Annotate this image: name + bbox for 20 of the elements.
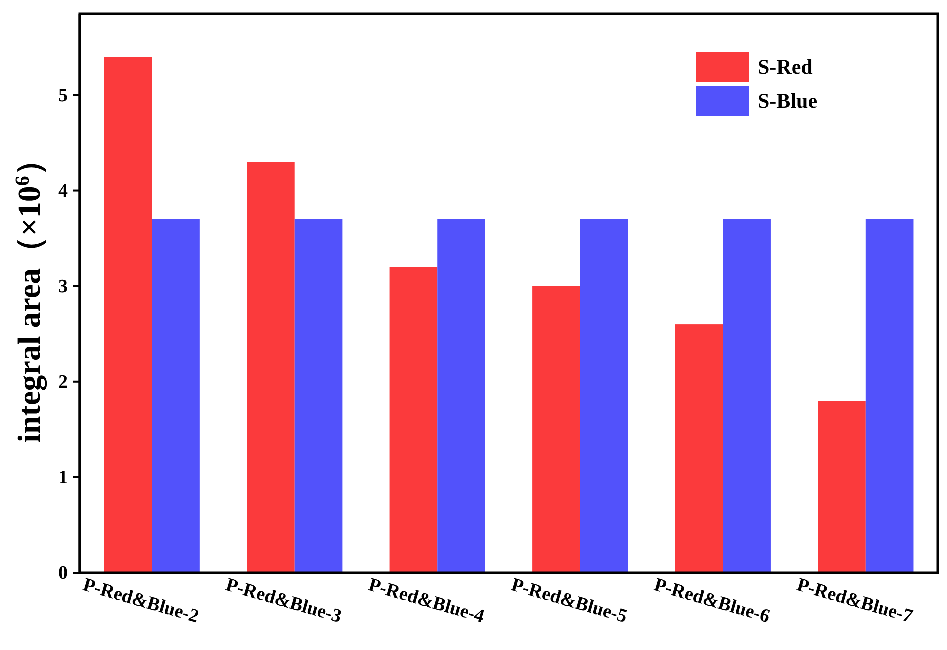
bar bbox=[152, 219, 200, 573]
bar bbox=[723, 219, 771, 573]
bar bbox=[294, 219, 343, 573]
bar bbox=[532, 286, 580, 573]
bar bbox=[438, 219, 486, 573]
bar bbox=[580, 219, 628, 573]
y-tick-label: 0 bbox=[58, 563, 68, 584]
legend-label: S-Red bbox=[758, 55, 814, 79]
bar bbox=[104, 57, 152, 573]
bar bbox=[390, 267, 438, 573]
y-tick-label: 2 bbox=[58, 372, 68, 393]
legend-label: S-Blue bbox=[758, 89, 818, 113]
bar bbox=[818, 401, 866, 573]
bar bbox=[866, 219, 914, 573]
bar bbox=[247, 162, 295, 573]
bar bbox=[675, 324, 724, 573]
y-tick-label: 5 bbox=[58, 85, 68, 106]
y-tick-label: 1 bbox=[58, 468, 68, 489]
y-tick-label: 4 bbox=[58, 180, 68, 202]
y-tick-label: 3 bbox=[58, 276, 68, 298]
